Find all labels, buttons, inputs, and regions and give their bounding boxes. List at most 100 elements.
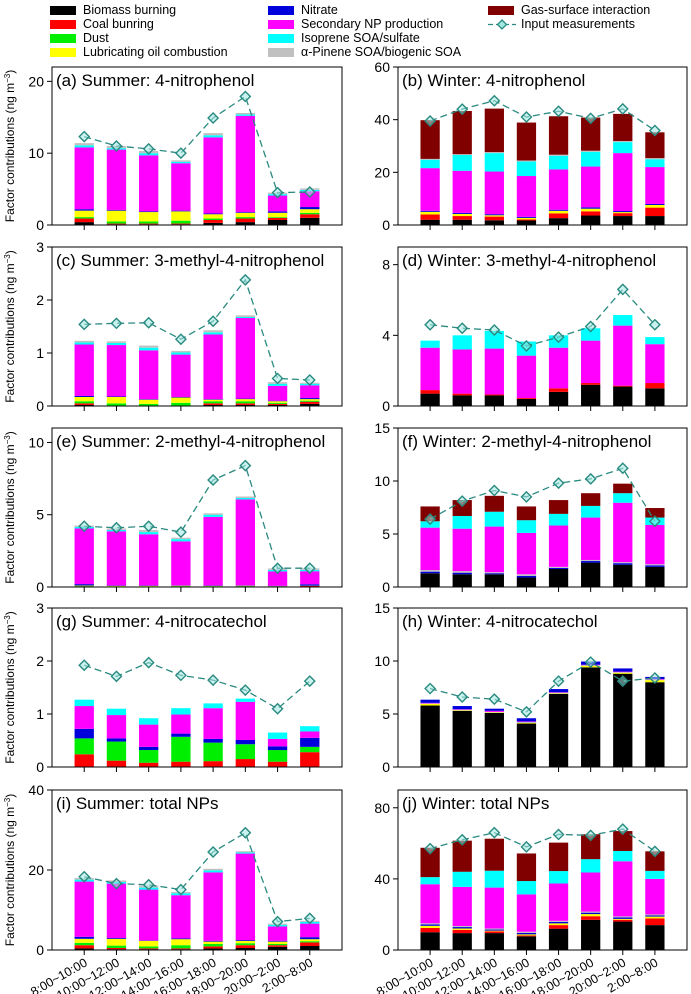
bar-segment [235,112,255,115]
y-tick-label: 0 [36,398,44,414]
bar-segment [452,515,472,529]
bar-segment [171,210,191,212]
bar-segment [613,216,633,225]
bar-segment [548,155,569,170]
bar-segment [300,585,320,587]
bar-segment [516,935,537,937]
measurement-marker [78,520,91,533]
measurement-marker [488,693,501,706]
bar-segment [267,404,288,406]
panel-a: 0 10 20 (a) Summer: 4-nitrophenol Factor con… [3,66,343,233]
bar-segment [548,209,569,211]
bar-segment [106,741,127,761]
bar-segment [203,513,223,515]
bar-segment [516,853,537,882]
y-tick-label: 5 [36,507,44,523]
bar-segment [613,483,633,494]
legend-swatch [50,34,76,43]
y-tick-label: 20 [374,164,390,180]
legend-label: α-Pinene SOA/biogenic SOA [301,45,462,59]
y-tick-label: 0 [36,942,44,958]
bar-segment [267,941,288,944]
bar-segment [235,212,255,213]
bar-segment [645,915,665,917]
panel-title: (a) Summer: 4-nitrophenol [56,71,254,90]
bar-segment [452,500,472,516]
bar-segment [516,936,537,950]
bar-segment [267,732,288,739]
measurement-marker [110,521,123,534]
y-tick-label: 15 [374,600,390,616]
bar-segment [139,746,159,751]
bar-segment [420,927,440,933]
bar-segment [139,718,159,725]
y-axis-label: Factor contributions (ng m−3) [3,794,18,947]
bar-segment [516,506,537,521]
bar-segment [139,762,159,767]
measurement-marker [520,111,533,124]
bar-segment [452,929,472,934]
panel-title: (h) Winter: 4-nitrocatechol [402,612,598,631]
panel-title: (d) Winter: 3-methyl-4-nitrophenol [402,251,656,270]
y-tick-label: 0 [382,579,390,595]
legend-label: Secondary NP production [301,17,444,31]
plot-frame [397,246,688,407]
bar-segment [139,750,159,763]
measurement-marker [616,823,629,836]
bar-segment [581,561,601,563]
bar-segment [613,325,633,386]
measurement-marker [239,684,252,697]
bar-segment [516,574,537,576]
measurement-marker [584,320,597,333]
bar-segment [452,706,472,710]
bar-segment [516,721,537,722]
bar-segment [139,403,159,406]
bar-segment [581,215,601,225]
bar-segment [420,211,440,215]
bar-segment [613,142,633,154]
bar-segment [235,499,255,586]
bar-segment [516,219,537,221]
bar-segment [548,218,569,225]
bar-segment [235,698,255,702]
bar-segment [235,701,255,740]
bar-segment [581,117,601,151]
bar-segment [548,566,569,568]
measurement-marker [424,318,437,331]
bar-segment [645,925,665,950]
y-tick-label: 5 [382,706,390,722]
bar-segment [581,517,601,560]
bar-segment [484,712,504,713]
bar-segment [171,350,191,353]
y-axis-label: Factor contributions (ng m−3) [3,70,18,223]
bar-segment [452,926,472,928]
bar-segment [235,744,255,760]
bar-segment [203,514,223,517]
y-tick-label: 15 [374,420,390,436]
bar-segment [645,204,665,208]
bar-segment [581,505,601,518]
bar-segment [645,916,665,919]
y-axis-label-unit-exponent: −3 [3,254,12,264]
bar-segment [645,914,665,916]
bar-segment [106,341,127,343]
bar-segment [548,692,569,693]
measurement-marker [584,472,597,485]
bar-segment [235,315,255,317]
bar-segment [581,207,601,209]
panel-title: (b) Winter: 4-nitrophenol [402,71,585,90]
y-tick-label: 1 [36,706,44,722]
bar-segment [106,403,127,406]
bar-segment [484,838,504,871]
bar-segment [581,208,601,212]
bar-segment [203,941,223,944]
bar-segment [484,887,504,929]
bar-segment [420,573,440,587]
measurement-marker [207,674,220,687]
measurement-marker [648,318,661,331]
bar-segment [267,217,288,218]
panel-title: (j) Winter: total NPs [402,794,549,813]
bar-segment [300,214,320,218]
legend-swatch [268,6,294,15]
